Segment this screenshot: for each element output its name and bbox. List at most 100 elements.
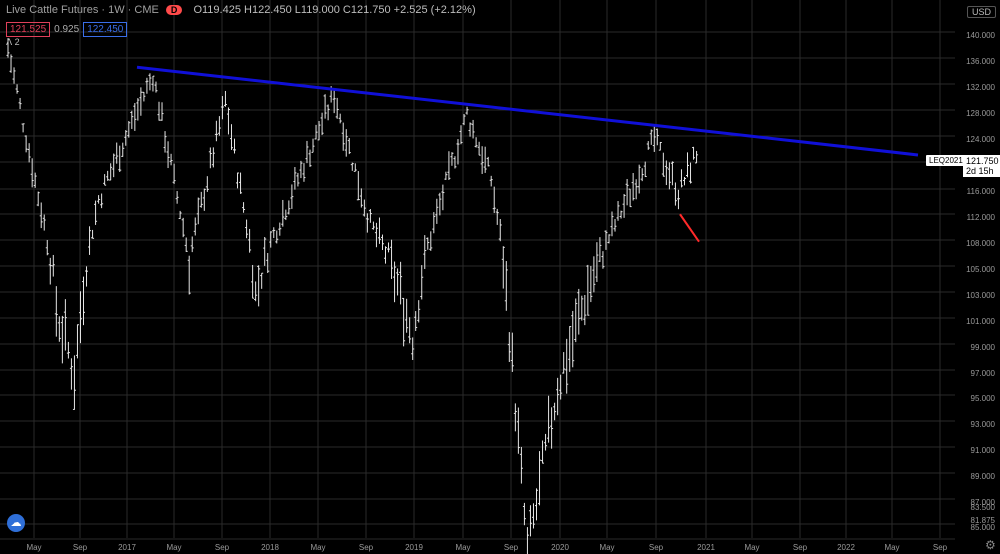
ohlc-values: O119.425 H122.450 L119.000 C121.750 +2.5… bbox=[193, 4, 476, 16]
ohlc-bar bbox=[646, 141, 650, 150]
ohlc-bar bbox=[544, 433, 548, 451]
ohlc-bar bbox=[187, 255, 191, 295]
ohlc-bar bbox=[169, 153, 173, 166]
ohlc-bar bbox=[438, 192, 442, 216]
ohlc-bar bbox=[226, 107, 230, 135]
ohlc-bar bbox=[151, 75, 155, 92]
ohlc-bar bbox=[278, 222, 282, 236]
indicator-visibility-toggle[interactable]: ᐱ 2 bbox=[6, 37, 20, 47]
buy-price-box[interactable]: 122.450 bbox=[83, 22, 128, 37]
ohlc-bar bbox=[405, 298, 409, 333]
ohlc-bar bbox=[139, 87, 143, 116]
ohlc-bar bbox=[658, 141, 662, 151]
time-tick-label: Sep bbox=[504, 543, 519, 552]
ohlc-bar bbox=[211, 147, 215, 168]
time-tick-label: May bbox=[455, 543, 470, 552]
ohlc-bar bbox=[670, 161, 674, 186]
ohlc-bar bbox=[486, 156, 490, 167]
time-tick-label: Sep bbox=[359, 543, 374, 552]
price-tick-label: 128.000 bbox=[966, 109, 995, 118]
price-axis[interactable]: 140.000136.000132.000128.000124.000120.0… bbox=[966, 31, 995, 532]
time-tick-label: Sep bbox=[793, 543, 808, 552]
time-tick-label: 2018 bbox=[261, 543, 279, 552]
ohlc-bar bbox=[483, 146, 487, 173]
ohlc-bar bbox=[323, 94, 327, 119]
ohlc-bar bbox=[504, 261, 508, 311]
ohlc-bar bbox=[332, 88, 336, 114]
ohlc-bar bbox=[562, 352, 566, 374]
symbol-title[interactable]: Live Cattle Futures · 1W · CME bbox=[6, 4, 159, 16]
ohlc-bar bbox=[6, 38, 10, 58]
ohlc-bar bbox=[118, 145, 122, 173]
time-tick-label: Sep bbox=[649, 543, 664, 552]
ohlc-bar bbox=[462, 114, 466, 126]
ohlc-bar bbox=[356, 171, 360, 201]
ohlc-bar bbox=[27, 143, 31, 163]
time-tick-label: Sep bbox=[73, 543, 88, 552]
ohlc-bar bbox=[57, 316, 61, 342]
currency-selector[interactable]: USD bbox=[966, 6, 996, 18]
ohlc-bar bbox=[498, 219, 502, 242]
price-tick-label: 140.000 bbox=[966, 31, 995, 40]
trendline[interactable] bbox=[136, 65, 919, 157]
ohlc-bar bbox=[239, 172, 243, 194]
ohlc-bar bbox=[613, 219, 617, 232]
ohlc-bar bbox=[66, 341, 70, 359]
ohlc-bar bbox=[208, 147, 212, 169]
ohlc-bar bbox=[417, 300, 421, 323]
ohlc-bar bbox=[655, 128, 659, 146]
ohlc-bar bbox=[75, 324, 79, 359]
ohlc-bar bbox=[580, 295, 584, 321]
time-tick-label: 2019 bbox=[405, 543, 423, 552]
ohlc-bar bbox=[160, 102, 164, 121]
ohlc-bar bbox=[30, 158, 34, 188]
ohlc-bar bbox=[477, 141, 481, 156]
ohlc-bar bbox=[335, 97, 339, 119]
time-axis[interactable]: May Sep 2017 May Sep 2018 May Sep 2019 May Sep 2020… bbox=[26, 543, 947, 552]
ohlc-bar bbox=[18, 97, 22, 110]
ohlc-bar bbox=[308, 149, 312, 167]
ohlc-bar bbox=[429, 231, 433, 251]
ohlc-bar bbox=[616, 201, 620, 221]
ohlc-bar bbox=[574, 298, 578, 343]
bar-countdown: 2d 15h bbox=[966, 166, 994, 176]
ohlc-bar bbox=[634, 179, 638, 200]
ohlc-bar bbox=[311, 138, 315, 153]
ohlc-bar bbox=[453, 156, 457, 169]
time-tick-label: May bbox=[744, 543, 759, 552]
ohlc-bar bbox=[610, 211, 614, 237]
ohlc-bar bbox=[299, 160, 303, 179]
ohlc-bar bbox=[625, 179, 629, 206]
cloud-icon[interactable]: ☁ bbox=[7, 514, 25, 532]
gear-icon[interactable]: ⚙ bbox=[985, 538, 996, 552]
bid-ask-boxes: 121.525 0.925 122.450 bbox=[6, 22, 128, 37]
ohlc-bar bbox=[541, 440, 545, 464]
ohlc-bar bbox=[365, 213, 369, 233]
ohlc-bar bbox=[136, 98, 140, 121]
ohlc-bar bbox=[338, 113, 342, 124]
ohlc-bar bbox=[371, 221, 375, 230]
red-trend-segment[interactable] bbox=[679, 213, 700, 243]
ohlc-bar bbox=[166, 141, 170, 169]
ohlc-bar bbox=[652, 126, 656, 152]
ohlc-bar bbox=[121, 142, 125, 157]
ohlc-bar bbox=[526, 527, 529, 554]
ohlc-bar bbox=[15, 84, 19, 94]
ohlc-bar bbox=[214, 120, 218, 142]
sell-price-box[interactable]: 121.525 bbox=[6, 22, 51, 37]
ohlc-bar bbox=[9, 54, 13, 73]
ohlc-bar bbox=[133, 103, 137, 131]
ohlc-bar bbox=[447, 151, 451, 181]
ohlc-bar bbox=[577, 288, 581, 335]
ohlc-bar bbox=[353, 163, 357, 172]
ohlc-bar bbox=[91, 229, 95, 239]
ohlc-bar bbox=[290, 184, 294, 209]
ohlc-bar bbox=[45, 239, 49, 256]
ohlc-bar bbox=[553, 402, 557, 421]
ohlc-bar bbox=[24, 135, 28, 153]
last-price-value: 121.750 bbox=[966, 156, 999, 166]
ohlc-bar bbox=[402, 297, 406, 347]
price-tick-label: 91.000 bbox=[971, 446, 996, 455]
ohlc-bar bbox=[643, 161, 647, 178]
